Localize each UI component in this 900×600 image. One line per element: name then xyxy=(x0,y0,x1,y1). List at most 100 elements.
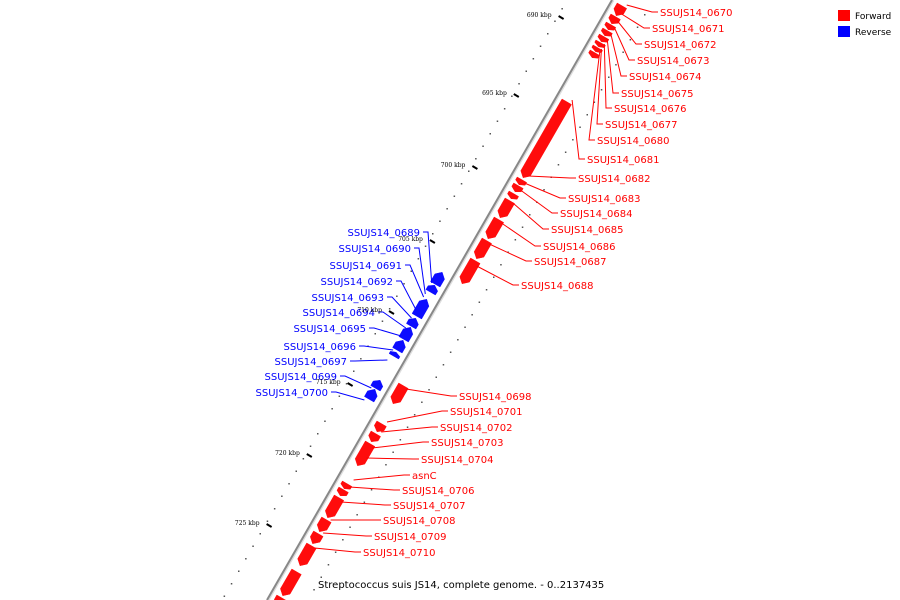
position-dot xyxy=(385,464,387,466)
reverse-gene-arrow xyxy=(388,351,401,360)
forward-gene-arrow xyxy=(316,516,332,532)
gene-label-forward: SSUJS14_0671 xyxy=(652,24,725,35)
tick-mark xyxy=(513,93,520,98)
position-dot xyxy=(388,308,391,310)
tick-label: 715 kbp xyxy=(316,379,341,386)
gene-label-forward: SSUJS14_0677 xyxy=(605,120,678,131)
position-dot xyxy=(564,151,567,153)
position-dot xyxy=(460,183,463,185)
tick-label: 695 kbp xyxy=(482,90,507,97)
position-dot xyxy=(320,576,322,578)
position-dot xyxy=(496,120,499,122)
position-dot xyxy=(324,420,326,422)
position-dot xyxy=(636,26,639,28)
forward-gene-arrow xyxy=(459,257,481,284)
tick-label: 705 kbp xyxy=(398,236,423,243)
position-dot xyxy=(363,501,366,503)
gene-label-reverse: SSUJS14_0696 xyxy=(284,342,357,353)
position-dot xyxy=(370,489,373,491)
position-dot xyxy=(500,264,502,266)
tick-mark xyxy=(471,165,478,170)
forward-leader-line xyxy=(571,99,585,160)
reverse-leader-line xyxy=(331,391,365,401)
reverse-leader-line xyxy=(396,280,417,311)
reverse-gene-arrow xyxy=(430,272,445,288)
gene-label-reverse: SSUJS14_0699 xyxy=(265,372,338,383)
position-dot xyxy=(439,220,441,222)
position-dots xyxy=(223,8,646,597)
position-dot xyxy=(288,483,290,485)
gene-label-forward: SSUJS14_0706 xyxy=(402,486,475,497)
forward-leader-line xyxy=(520,189,558,214)
forward-gene-arrow xyxy=(497,197,515,218)
gene-label-reverse: SSUJS14_0689 xyxy=(348,228,421,239)
reverse-leader-line xyxy=(387,296,412,319)
gene-label-forward: SSUJS14_0670 xyxy=(660,8,733,19)
forward-gene-arrow xyxy=(390,382,409,404)
position-dot xyxy=(435,376,437,378)
forward-leader-line xyxy=(524,182,566,199)
forward-leader-line xyxy=(340,501,391,506)
tick-label: 725 kbp xyxy=(235,520,260,527)
gene-labels-layer: SSUJS14_0670 SSUJS14_0671 SSUJS14_0672 SSUJ… xyxy=(256,8,733,559)
position-dot xyxy=(331,408,333,410)
legend: Forward Reverse xyxy=(838,10,892,38)
forward-gene-arrow xyxy=(473,237,492,259)
forward-leader-line xyxy=(386,410,448,423)
gene-label-reverse: SSUJS14_0695 xyxy=(294,324,367,335)
position-dot xyxy=(525,70,527,72)
leader-lines-layer xyxy=(314,4,658,553)
position-dot xyxy=(529,214,531,216)
forward-gene-arrow xyxy=(507,190,519,200)
position-dot xyxy=(245,558,247,560)
position-dot xyxy=(554,20,556,22)
forward-gene-arrow xyxy=(520,98,572,178)
forward-gene-arrow xyxy=(613,2,628,16)
reverse-leader-line xyxy=(405,264,425,298)
position-dot xyxy=(561,8,563,10)
position-dot xyxy=(273,508,276,510)
gene-label-reverse: SSUJS14_0697 xyxy=(275,357,348,368)
gene-label-reverse: SSUJS14_0700 xyxy=(256,388,329,399)
map-caption: Streptococcus suis JS14, complete genome… xyxy=(318,580,604,591)
legend-reverse-label: Reverse xyxy=(855,28,892,38)
position-dot xyxy=(428,389,430,391)
gene-label-reverse: SSUJS14_0693 xyxy=(312,293,385,304)
forward-leader-line xyxy=(489,243,532,262)
position-dot xyxy=(572,139,574,141)
gene-label-reverse: SSUJS14_0690 xyxy=(339,244,412,255)
gene-label-forward: SSUJS14_0703 xyxy=(431,438,504,449)
gene-label-forward: SSUJS14_0682 xyxy=(578,174,651,185)
gene-label-forward: SSUJS14_0709 xyxy=(374,532,447,543)
forward-gene-arrow xyxy=(354,440,376,466)
position-dot xyxy=(230,583,233,585)
position-dot xyxy=(622,51,624,53)
gene-label-forward: SSUJS14_0672 xyxy=(644,40,717,51)
position-dot xyxy=(557,164,560,166)
forward-leader-line xyxy=(613,26,635,61)
position-dot xyxy=(309,445,312,447)
position-dot xyxy=(543,189,545,191)
forward-leader-line xyxy=(405,388,457,397)
reverse-gene-arrow xyxy=(406,318,419,330)
reverse-leader-line xyxy=(414,247,426,295)
position-dot xyxy=(334,551,337,553)
position-dot xyxy=(629,39,632,41)
forward-gene-arrow xyxy=(274,594,286,600)
forward-gene-arrow xyxy=(368,430,381,442)
gene-label-forward: SSUJS14_0702 xyxy=(440,423,513,434)
reverse-gene-arrow xyxy=(398,327,414,343)
tick-label: 710 kbp xyxy=(357,307,382,314)
position-dot xyxy=(342,539,344,541)
position-dot xyxy=(478,301,481,303)
forward-leader-line xyxy=(528,175,576,179)
position-dot xyxy=(600,89,603,91)
position-dot xyxy=(446,208,448,210)
gene-label-forward: SSUJS14_0684 xyxy=(560,209,633,220)
tick-label: 720 kbp xyxy=(275,450,300,457)
forward-gene-arrow xyxy=(485,216,505,239)
tick-mark xyxy=(347,382,354,387)
forward-gene-arrow xyxy=(511,182,524,193)
position-dot xyxy=(302,458,305,460)
legend-forward-label: Forward xyxy=(855,12,891,22)
